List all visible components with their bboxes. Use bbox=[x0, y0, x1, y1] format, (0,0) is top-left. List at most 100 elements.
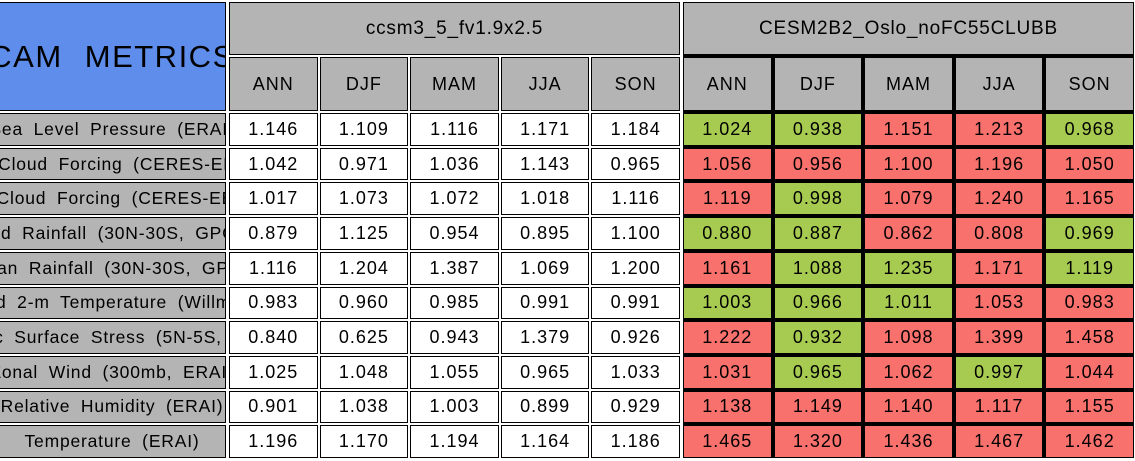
row-label: Ocean Rainfall (30N-30S, GPCP) bbox=[0, 251, 226, 285]
table-title-text: CAM METRICS bbox=[0, 38, 226, 74]
metric-value-cell: 0.997 bbox=[954, 355, 1044, 389]
metric-value-cell: 1.072 bbox=[410, 182, 499, 216]
metric-value-cell: 0.880 bbox=[683, 217, 772, 250]
metric-value-cell: 1.387 bbox=[410, 251, 499, 285]
metric-value-cell: 1.171 bbox=[500, 113, 590, 146]
season-header-jja: JJA bbox=[500, 57, 590, 111]
metric-value-cell: 1.100 bbox=[864, 147, 953, 181]
row-label: Temperature (ERAI) bbox=[0, 425, 226, 458]
metric-value-cell: 0.968 bbox=[1045, 113, 1134, 146]
metric-value-cell: 1.184 bbox=[591, 113, 680, 146]
metric-value-cell: 1.458 bbox=[1045, 321, 1134, 354]
metric-value-cell: 0.879 bbox=[229, 217, 318, 250]
metric-value-cell: 1.044 bbox=[1045, 355, 1134, 389]
row-label-column: CAM METRICS Sea Level Pressure (ERAI)SW … bbox=[0, 2, 226, 458]
table-title: CAM METRICS bbox=[0, 2, 226, 111]
metric-value-cell: 0.938 bbox=[773, 113, 863, 146]
row-label: LW Cloud Forcing (CERES-EBAF) bbox=[0, 182, 226, 216]
metric-value-cell: 1.467 bbox=[954, 425, 1044, 458]
metric-value-cell: 1.196 bbox=[954, 147, 1044, 181]
season-header-djf: DJF bbox=[319, 57, 409, 111]
metric-value-cell: 1.069 bbox=[500, 251, 590, 285]
metric-value-cell: 1.186 bbox=[591, 425, 680, 458]
metric-value-cell: 1.146 bbox=[229, 113, 318, 146]
row-label: Relative Humidity (ERAI) bbox=[0, 390, 226, 424]
metric-value-cell: 0.965 bbox=[591, 147, 680, 181]
metric-value-cell: 1.138 bbox=[683, 390, 772, 424]
metric-value-cell: 0.956 bbox=[773, 147, 863, 181]
metric-value-cell: 1.100 bbox=[591, 217, 680, 250]
metric-value-cell: 0.985 bbox=[410, 286, 499, 320]
metric-value-cell: 0.960 bbox=[319, 286, 409, 320]
metric-value-cell: 0.983 bbox=[1045, 286, 1134, 320]
metric-value-cell: 0.991 bbox=[500, 286, 590, 320]
metric-value-cell: 1.042 bbox=[229, 147, 318, 181]
row-label: Sea Level Pressure (ERAI) bbox=[0, 113, 226, 146]
season-header-jja: JJA bbox=[954, 57, 1044, 111]
metric-value-cell: 1.143 bbox=[500, 147, 590, 181]
metric-value-cell: 1.149 bbox=[773, 390, 863, 424]
metric-value-cell: 1.140 bbox=[864, 390, 953, 424]
metric-value-cell: 1.155 bbox=[1045, 390, 1134, 424]
metric-value-cell: 1.204 bbox=[319, 251, 409, 285]
row-label: Pacific Surface Stress (5N-5S, ERS) bbox=[0, 321, 226, 354]
model1-name-header: ccsm3_5_fv1.9x2.5 bbox=[229, 2, 680, 55]
metric-value-cell: 0.899 bbox=[500, 390, 590, 424]
season-header-son: SON bbox=[1045, 57, 1134, 111]
metric-value-cell: 1.465 bbox=[683, 425, 772, 458]
metric-value-cell: 1.017 bbox=[229, 182, 318, 216]
metric-value-cell: 0.969 bbox=[1045, 217, 1134, 250]
row-label: Zonal Wind (300mb, ERAI) bbox=[0, 355, 226, 389]
metric-value-cell: 0.929 bbox=[591, 390, 680, 424]
metric-value-cell: 1.031 bbox=[683, 355, 772, 389]
season-header-son: SON bbox=[591, 57, 680, 111]
metric-value-cell: 1.117 bbox=[954, 390, 1044, 424]
season-header-ann: ANN bbox=[229, 57, 318, 111]
metric-value-cell: 1.235 bbox=[864, 251, 953, 285]
metric-value-cell: 1.079 bbox=[864, 182, 953, 216]
metric-value-cell: 1.109 bbox=[319, 113, 409, 146]
row-label: Land Rainfall (30N-30S, GPCP) bbox=[0, 217, 226, 250]
metric-value-cell: 1.119 bbox=[1045, 251, 1134, 285]
row-label: Land 2-m Temperature (Willmott) bbox=[0, 286, 226, 320]
row-label: SW Cloud Forcing (CERES-EBAF) bbox=[0, 147, 226, 181]
metric-value-cell: 1.161 bbox=[683, 251, 772, 285]
metric-value-cell: 0.895 bbox=[500, 217, 590, 250]
metric-value-cell: 1.171 bbox=[954, 251, 1044, 285]
metric-value-cell: 1.213 bbox=[954, 113, 1044, 146]
season-header-ann: ANN bbox=[683, 57, 772, 111]
metric-value-cell: 1.011 bbox=[864, 286, 953, 320]
metric-value-cell: 1.024 bbox=[683, 113, 772, 146]
metric-value-cell: 0.840 bbox=[229, 321, 318, 354]
metric-value-cell: 1.003 bbox=[410, 390, 499, 424]
metric-value-cell: 0.971 bbox=[319, 147, 409, 181]
metric-value-cell: 1.462 bbox=[1045, 425, 1134, 458]
metric-value-cell: 1.033 bbox=[591, 355, 680, 389]
metric-value-cell: 1.151 bbox=[864, 113, 953, 146]
metric-value-cell: 1.379 bbox=[500, 321, 590, 354]
metric-value-cell: 0.954 bbox=[410, 217, 499, 250]
metric-value-cell: 1.025 bbox=[229, 355, 318, 389]
metric-value-cell: 0.901 bbox=[229, 390, 318, 424]
metric-value-cell: 1.088 bbox=[773, 251, 863, 285]
metric-value-cell: 1.116 bbox=[410, 113, 499, 146]
metric-value-cell: 0.966 bbox=[773, 286, 863, 320]
metric-value-cell: 0.991 bbox=[591, 286, 680, 320]
model2-name-header: CESM2B2_Oslo_noFC55CLUBB bbox=[683, 2, 1134, 55]
metric-value-cell: 1.050 bbox=[1045, 147, 1134, 181]
metric-value-cell: 0.998 bbox=[773, 182, 863, 216]
metric-value-cell: 1.170 bbox=[319, 425, 409, 458]
metric-value-cell: 1.196 bbox=[229, 425, 318, 458]
metric-value-cell: 1.036 bbox=[410, 147, 499, 181]
metric-value-cell: 1.062 bbox=[864, 355, 953, 389]
metric-value-cell: 1.053 bbox=[954, 286, 1044, 320]
metric-value-cell: 0.943 bbox=[410, 321, 499, 354]
metric-value-cell: 1.194 bbox=[410, 425, 499, 458]
metric-value-cell: 1.018 bbox=[500, 182, 590, 216]
metric-value-cell: 0.887 bbox=[773, 217, 863, 250]
metric-value-cell: 1.320 bbox=[773, 425, 863, 458]
metric-value-cell: 0.932 bbox=[773, 321, 863, 354]
metric-value-cell: 0.862 bbox=[864, 217, 953, 250]
